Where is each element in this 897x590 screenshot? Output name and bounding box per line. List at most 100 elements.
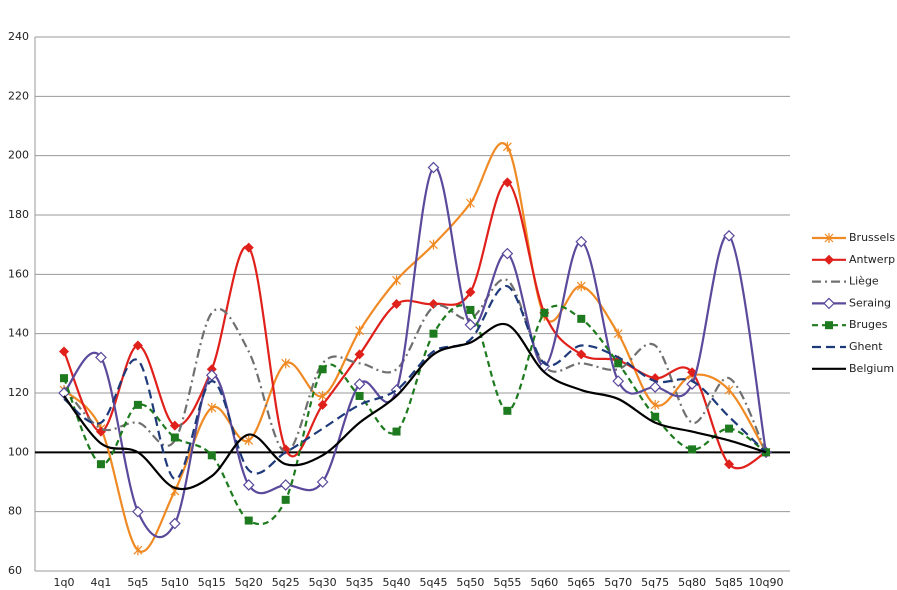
marker: [281, 495, 290, 504]
marker: [244, 435, 254, 446]
marker: [465, 287, 476, 298]
x-tick-label: 5q80: [678, 576, 706, 589]
marker: [318, 390, 328, 401]
x-tick-label: 5q55: [493, 576, 521, 589]
marker: [464, 318, 477, 331]
legend-label: Liège: [849, 275, 879, 288]
marker: [206, 364, 217, 375]
marker: [95, 351, 107, 364]
marker: [279, 479, 292, 491]
marker: [244, 516, 253, 525]
marker: [96, 460, 105, 469]
marker: [207, 402, 217, 413]
marker: [132, 340, 143, 351]
marker: [503, 406, 512, 415]
legend-label: Bruges: [849, 318, 888, 331]
marker: [392, 275, 401, 286]
marker: [169, 420, 180, 431]
marker: [281, 358, 291, 369]
marker: [823, 297, 835, 310]
legend-label: Antwerp: [849, 253, 895, 266]
x-tick-label: 5q85: [715, 576, 743, 589]
x-tick-label: 5q45: [419, 576, 447, 589]
series-line: [63, 285, 767, 481]
y-tick-label: 200: [8, 149, 29, 162]
series-line: [63, 278, 767, 454]
marker: [207, 451, 216, 460]
x-tick-label: 5q65: [567, 576, 595, 589]
marker: [612, 375, 625, 387]
marker: [724, 459, 735, 470]
marker: [824, 233, 834, 243]
series-line: [63, 142, 767, 553]
marker: [354, 349, 365, 360]
x-tick-label: 5q30: [309, 576, 337, 589]
y-tick-label: 160: [8, 267, 29, 280]
marker: [317, 399, 328, 410]
x-tick-label: 5q75: [641, 576, 669, 589]
marker: [428, 299, 439, 309]
x-tick-label: 5q50: [456, 576, 484, 589]
marker: [58, 387, 70, 399]
marker: [724, 385, 734, 396]
y-tick-label: 120: [8, 386, 29, 399]
marker: [576, 349, 587, 360]
marker: [60, 374, 68, 383]
marker: [502, 177, 513, 188]
marker: [427, 161, 440, 174]
marker: [133, 545, 143, 556]
marker: [725, 424, 734, 433]
marker: [613, 328, 623, 339]
marker: [429, 239, 438, 250]
marker: [355, 325, 365, 336]
marker: [576, 281, 586, 292]
x-tick-label: 5q5: [127, 576, 148, 589]
x-tick-label: 5q10: [161, 576, 189, 589]
marker: [392, 427, 401, 436]
x-tick-label: 5q70: [604, 576, 632, 589]
x-tick-label: 4q1: [90, 576, 111, 589]
marker: [824, 254, 834, 265]
marker: [465, 198, 475, 209]
x-tick-label: 10q90: [749, 576, 784, 589]
marker: [391, 299, 402, 309]
series-line: [63, 322, 767, 491]
marker: [132, 505, 144, 518]
marker: [502, 141, 512, 152]
marker: [353, 378, 366, 390]
marker: [540, 308, 549, 317]
x-tick-label: 5q20: [235, 576, 263, 589]
marker: [577, 314, 586, 323]
marker: [243, 242, 254, 253]
marker: [614, 359, 623, 368]
y-tick-label: 220: [8, 89, 29, 102]
marker: [466, 305, 475, 314]
legend-label: Seraing: [849, 296, 891, 309]
marker: [501, 247, 514, 260]
y-tick-label: 240: [8, 30, 29, 43]
y-tick-label: 180: [8, 208, 29, 221]
marker: [355, 391, 364, 400]
y-tick-label: 80: [8, 505, 22, 518]
marker: [318, 365, 327, 374]
x-tick-label: 5q60: [530, 576, 558, 589]
legend-label: Ghent: [849, 340, 883, 353]
marker: [59, 346, 69, 357]
marker: [316, 476, 329, 488]
marker: [575, 235, 588, 248]
y-tick-label: 60: [8, 564, 22, 577]
legend-label: Brussels: [849, 231, 895, 244]
x-tick-label: 5q40: [383, 576, 411, 589]
marker: [650, 399, 660, 410]
x-tick-label: 1q0: [54, 576, 75, 589]
marker: [242, 479, 255, 491]
y-tick-label: 140: [8, 327, 29, 340]
marker: [825, 321, 833, 330]
x-tick-label: 5q35: [346, 576, 374, 589]
y-tick-label: 100: [8, 445, 29, 458]
marker: [649, 381, 662, 393]
marker: [651, 412, 660, 421]
legend-label: Belgium: [849, 362, 894, 375]
marker: [168, 517, 181, 530]
